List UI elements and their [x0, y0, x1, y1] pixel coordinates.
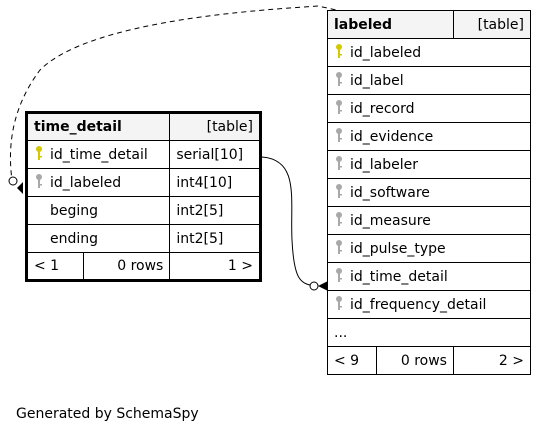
parent-count[interactable]: < 9 [326, 346, 378, 375]
table-name: time_detail [34, 119, 122, 135]
foreign-key-icon [334, 239, 346, 259]
column-name: id_time_detail [50, 146, 148, 163]
foreign-key-icon [334, 211, 346, 231]
column-name: id_frequency_detail [350, 296, 487, 313]
column-name: id_pulse_type [350, 240, 446, 257]
column-type: int2[5] [169, 196, 261, 225]
column-name: id_labeled [350, 44, 422, 61]
table-header: time_detail [25, 112, 171, 141]
generated-by-text: Generated by SchemaSpy [16, 406, 199, 422]
column-name: id_measure [350, 212, 431, 229]
column-name: id_evidence [350, 128, 434, 145]
column-type: int4[10] [169, 168, 261, 197]
table-footer: < 1 0 rows 1 > [25, 252, 261, 281]
table-row[interactable]: id_labeled int4[10] [25, 168, 261, 197]
parent-count[interactable]: < 1 [25, 252, 85, 281]
table-row[interactable]: id_label [327, 66, 531, 95]
child-count[interactable]: 1 > [169, 252, 261, 281]
time-detail-to-labeled-link [261, 156, 319, 287]
primary-key-icon [34, 145, 46, 165]
table-kind: [table] [452, 10, 532, 39]
child-count[interactable]: 2 > [452, 346, 532, 375]
table-header: labeled [327, 10, 454, 39]
column-name: id_time_detail [350, 268, 448, 285]
time-detail-table[interactable]: time_detail [table] id_time_detail seria… [25, 111, 262, 282]
table-row[interactable]: id_software [327, 178, 531, 207]
table-row[interactable]: ending int2[5] [25, 224, 261, 253]
foreign-key-icon [334, 99, 346, 119]
table-row[interactable]: id_evidence [327, 122, 531, 151]
foreign-key-icon [334, 155, 346, 175]
column-type: serial[10] [169, 140, 261, 169]
link-end-circle [8, 176, 18, 186]
table-row[interactable]: id_labeled [327, 38, 531, 67]
table-row[interactable]: id_time_detail [327, 262, 531, 291]
table-kind: [table] [169, 112, 261, 141]
table-row[interactable]: id_frequency_detail [327, 290, 531, 319]
table-row[interactable]: id_time_detail serial[10] [25, 140, 261, 169]
more-columns: ... [327, 318, 531, 347]
table-row[interactable]: id_labeler [327, 150, 531, 179]
column-name: id_labeled [50, 174, 122, 191]
foreign-key-icon [334, 183, 346, 203]
labeled-table[interactable]: labeled [table] id_labeled id_label id_rec… [326, 10, 532, 375]
table-footer: < 9 0 rows 2 > [326, 346, 532, 375]
foreign-key-icon [334, 295, 346, 315]
link-arrow [318, 281, 328, 291]
column-name: ending [50, 230, 99, 247]
foreign-key-icon [334, 127, 346, 147]
column-name: id_labeler [350, 156, 419, 173]
link-end-circle [309, 281, 319, 291]
table-row[interactable]: id_pulse_type [327, 234, 531, 263]
row-count: 0 rows [83, 252, 171, 281]
link-arrow [17, 182, 23, 194]
labeled-to-time-detail-link [10, 5, 530, 181]
primary-key-icon [334, 43, 346, 63]
table-row[interactable]: id_measure [327, 206, 531, 235]
column-type: int2[5] [169, 224, 261, 253]
table-row[interactable]: beging int2[5] [25, 196, 261, 225]
foreign-key-icon [334, 71, 346, 91]
foreign-key-icon [334, 267, 346, 287]
column-name: id_label [350, 72, 404, 89]
table-name: labeled [334, 16, 393, 33]
column-name: id_software [350, 184, 430, 201]
column-name: id_record [350, 100, 415, 117]
row-count: 0 rows [376, 346, 454, 375]
column-name: beging [50, 202, 99, 219]
table-row: ... [327, 318, 531, 347]
foreign-key-icon [34, 173, 46, 193]
table-row[interactable]: id_record [327, 94, 531, 123]
